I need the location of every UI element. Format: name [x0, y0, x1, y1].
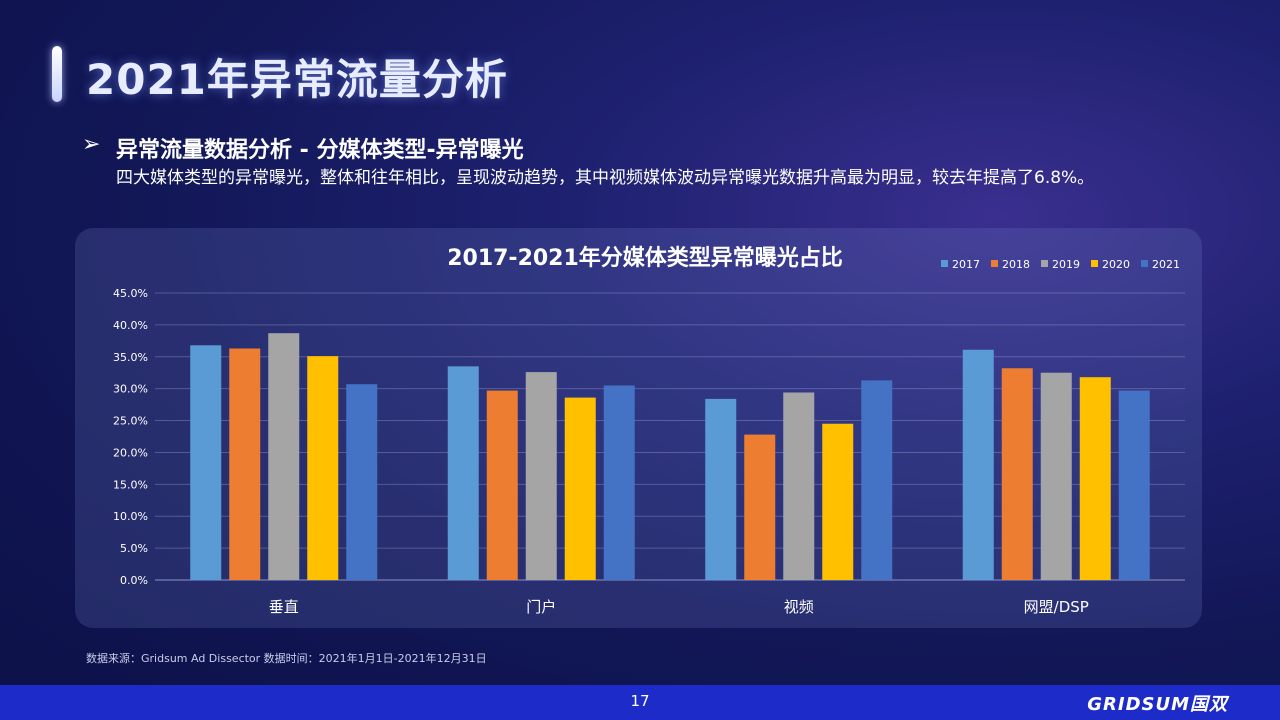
bar-2017 — [962, 349, 994, 580]
bar-2019 — [783, 392, 815, 580]
y-tick-label: 30.0% — [113, 383, 148, 396]
page-title: 2021年异常流量分析 — [86, 55, 508, 104]
x-category-label: 垂直 — [269, 598, 299, 616]
y-tick-label: 45.0% — [113, 287, 148, 300]
chart-panel: 2017-2021年分媒体类型异常曝光占比 0.0% 5.0% 10.0% 15.0% 2… — [75, 228, 1202, 628]
y-tick-label: 10.0% — [113, 510, 148, 523]
footer-bar — [0, 685, 1280, 720]
page-number: 17 — [630, 692, 650, 710]
bullet-arrow-icon: ➢ — [82, 132, 101, 157]
y-tick-label: 15.0% — [113, 478, 148, 491]
bar-2021 — [1118, 390, 1150, 580]
y-tick-label: 40.0% — [113, 319, 148, 332]
x-category-label: 网盟/DSP — [1024, 598, 1089, 616]
bar-2021 — [861, 380, 893, 580]
bar-2020 — [564, 397, 596, 580]
y-tick-label: 5.0% — [120, 542, 148, 555]
legend-label: 2018 — [1002, 258, 1030, 271]
bar-chart: 2017-2021年分媒体类型异常曝光占比 0.0% 5.0% 10.0% 15.0% 2… — [113, 245, 1185, 616]
bar-2018 — [229, 348, 261, 580]
bar-2019 — [1040, 372, 1072, 580]
legend-swatch — [1091, 260, 1098, 267]
bar-2021 — [603, 385, 635, 580]
bar-2017 — [705, 398, 737, 580]
brand-logo: GRIDSUM国双 — [1087, 694, 1228, 715]
legend-label: 2019 — [1052, 258, 1080, 271]
x-category-label: 视频 — [784, 598, 814, 616]
y-tick-label: 0.0% — [120, 574, 148, 587]
chart-title: 2017-2021年分媒体类型异常曝光占比 — [447, 245, 843, 271]
bar-2019 — [268, 333, 300, 580]
bar-2017 — [447, 366, 479, 580]
y-tick-label: 25.0% — [113, 415, 148, 428]
bar-2018 — [486, 390, 518, 580]
bar-2020 — [822, 423, 854, 580]
bar-2017 — [190, 345, 222, 580]
bar-2019 — [525, 372, 557, 580]
legend-swatch — [1041, 260, 1048, 267]
bar-2020 — [1079, 377, 1111, 580]
y-tick-label: 20.0% — [113, 446, 148, 459]
legend-label: 2020 — [1102, 258, 1130, 271]
bar-2018 — [1001, 368, 1033, 580]
section-description: 四大媒体类型的异常曝光，整体和往年相比，呈现波动趋势，其中视频媒体波动异常曝光数… — [116, 168, 1095, 188]
bar-2021 — [346, 384, 378, 580]
legend-label: 2017 — [952, 258, 980, 271]
bar-2018 — [744, 434, 776, 580]
legend-swatch — [991, 260, 998, 267]
legend-label: 2021 — [1152, 258, 1180, 271]
legend-swatch — [1141, 260, 1148, 267]
bar-2020 — [307, 356, 339, 580]
title-accent-bar — [52, 46, 62, 102]
section-heading: 异常流量数据分析 - 分媒体类型-异常曝光 — [116, 138, 524, 163]
legend-swatch — [941, 260, 948, 267]
y-tick-label: 35.0% — [113, 351, 148, 364]
data-source-note: 数据来源：Gridsum Ad Dissector 数据时间：2021年1月1日… — [86, 652, 487, 665]
x-category-label: 门户 — [526, 598, 556, 616]
